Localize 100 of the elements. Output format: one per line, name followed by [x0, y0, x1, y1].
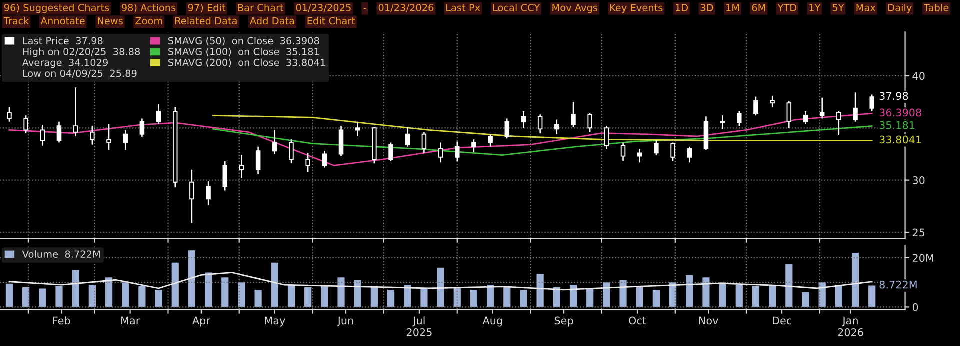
x-tick-label: Jun: [337, 316, 354, 327]
y-tick-label: 0: [912, 303, 918, 312]
candlestick: [853, 92, 858, 123]
x-tick-label: May: [265, 316, 286, 327]
text: Mov Avgs: [552, 4, 598, 14]
x-tick-label: Sep: [554, 316, 574, 327]
candlestick: [40, 124, 46, 147]
legend-label: SMAVG (100) on Close 35.181: [168, 48, 320, 57]
candlestick: [488, 134, 493, 148]
text: Local CCY: [493, 4, 540, 12]
bar: [72, 270, 80, 308]
bar: [736, 285, 743, 308]
y-tick-label: 20M: [912, 254, 934, 262]
x-tick-label: Nov: [699, 316, 718, 325]
y-tick-label: 25: [912, 228, 925, 237]
bar: [105, 278, 113, 308]
text: 1D: [676, 4, 688, 12]
candlestick: [538, 114, 543, 134]
legend-label: SMAVG (50) on Close 36.3908: [168, 37, 320, 46]
candlestick: [836, 110, 842, 136]
line-series: [8, 112, 873, 166]
candlestick: [272, 130, 278, 155]
bar: [22, 288, 30, 308]
bar: [188, 250, 196, 308]
bar: [586, 288, 594, 308]
candlestick: [620, 142, 626, 162]
x-tick-label: Jan 2026: [838, 316, 864, 336]
bar: [155, 290, 162, 308]
text: YTD: [778, 4, 797, 12]
x-tick-label: Feb: [53, 316, 70, 325]
candlestick: [571, 101, 576, 128]
bar: [520, 290, 528, 308]
line-series: [212, 126, 873, 156]
line-series: [212, 114, 873, 142]
bar: [835, 285, 842, 308]
annotation: 36.3908: [880, 108, 922, 117]
bar: [271, 262, 278, 308]
candlestick: [239, 154, 244, 179]
bar: [786, 264, 793, 308]
bar: [238, 282, 246, 308]
bar: [702, 278, 710, 308]
candlestick: [256, 146, 261, 175]
candlestick: [123, 130, 128, 151]
candlestick: [803, 110, 808, 125]
bar: [470, 290, 478, 308]
candlestick: [190, 169, 194, 224]
annotation: Average 34.1029: [22, 58, 108, 68]
text: Related Data: [176, 17, 237, 25]
candlestick: [604, 125, 610, 150]
bar: [172, 262, 179, 308]
text: News: [98, 17, 123, 25]
bar: [636, 288, 644, 308]
text: Edit Chart: [308, 17, 356, 25]
text: Track: [4, 17, 30, 25]
y-tick-label: 30: [913, 176, 925, 184]
bar: [437, 268, 444, 308]
annotation: 33.8041: [880, 136, 922, 144]
bar: [620, 280, 627, 308]
candlestick: [455, 141, 460, 162]
text: 6M: [752, 4, 766, 12]
bar: [56, 286, 63, 308]
text: 1M: [726, 4, 740, 12]
legend-label: Volume 8.722M: [22, 250, 100, 258]
line-series: [8, 272, 873, 291]
bar: [254, 290, 262, 308]
candlestick: [521, 110, 526, 129]
bar: [487, 285, 494, 308]
candlestick: [554, 119, 560, 136]
y-tick-label: 40: [912, 72, 925, 80]
candlestick: [24, 115, 28, 134]
text: 5Y: [832, 4, 844, 12]
candlestick: [106, 123, 112, 151]
candlestick: [338, 125, 344, 157]
candlestick: [73, 87, 78, 138]
x-tick-label: Mar: [122, 316, 140, 325]
text: Annotate: [40, 17, 85, 25]
bar: [404, 285, 412, 308]
x-tick-label: Aug: [482, 316, 502, 327]
text: Last Px: [446, 4, 480, 12]
candlestick: [720, 115, 726, 130]
candlestick: [156, 104, 162, 125]
text: -: [364, 8, 366, 10]
candlestick: [654, 140, 659, 156]
candlestick: [687, 146, 692, 164]
bar: [6, 284, 14, 308]
bar: [504, 288, 511, 308]
bar: [354, 280, 362, 308]
candlestick: [472, 139, 476, 153]
candlestick: [140, 118, 145, 138]
bar: [420, 288, 428, 308]
candlestick: [90, 125, 95, 146]
bar: [769, 285, 776, 308]
candlestick: [786, 100, 792, 129]
text: Table: [924, 4, 949, 12]
candlestick: [737, 110, 742, 127]
legend-label: SMAVG (200) on Close 33.8041: [168, 58, 326, 68]
bar: [304, 288, 312, 308]
bar: [288, 285, 296, 308]
x-tick-label: Jul 2025: [406, 316, 432, 336]
candlestick: [770, 95, 775, 108]
